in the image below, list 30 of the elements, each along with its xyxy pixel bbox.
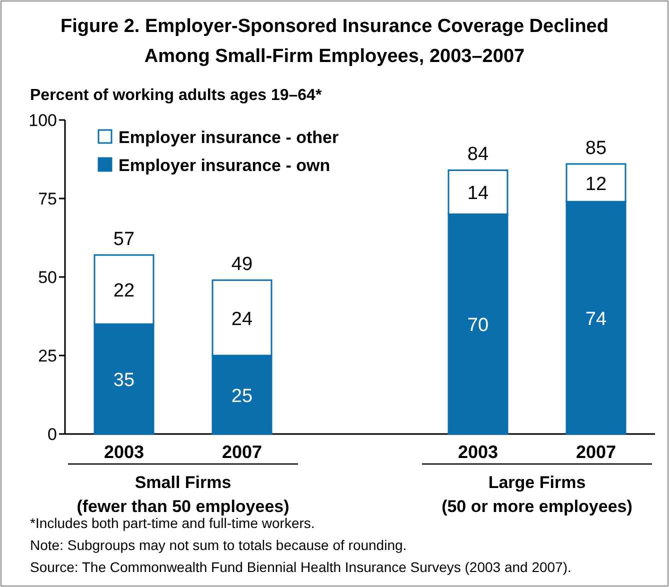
source-note: Source: The Commonwealth Fund Biennial Health Insurance Surveys (2003 and 2007). [30, 559, 572, 575]
data-label: 12 [585, 174, 607, 195]
text: Small Firms (fewer than 50 employees) [76, 473, 290, 516]
legend-label: Employer insurance - own [118, 156, 330, 175]
data-label: 74 [585, 308, 607, 330]
text: Large Firms (50 or more employees) [442, 473, 632, 516]
x-tick-label: 2007 [576, 442, 616, 462]
data-label: 70 [467, 315, 489, 336]
data-label: 35 [113, 370, 135, 392]
data-label: 25 [231, 386, 253, 407]
y-axis-title: Percent of working adults ages 19–64* [30, 87, 322, 104]
total-label: 84 [467, 144, 489, 166]
y-tick-label: 100 [28, 111, 57, 130]
data-label: 22 [113, 280, 135, 302]
total-label: 49 [231, 254, 253, 276]
chart-title: Figure 2. Employer-Sponsored Insurance Coverage Declined Among Small-Firm Employees, 2003–2007 [60, 16, 608, 67]
legend-label: Employer insurance - other [118, 128, 339, 147]
data-label: 14 [467, 183, 489, 204]
data-label: 24 [231, 308, 253, 330]
y-tick-label: 75 [38, 190, 57, 208]
total-label: 85 [585, 138, 607, 159]
x-tick-label: 2003 [458, 442, 498, 462]
text: Note: Subgroups may not sum to totals because of rounding. [30, 537, 407, 553]
y-tick-label: 50 [38, 268, 57, 287]
total-label: 57 [113, 229, 135, 250]
y-tick-label: 0 [48, 425, 57, 444]
x-tick-label: 2003 [104, 442, 144, 462]
text: *Includes both part-time and full-time workers. [30, 515, 315, 531]
x-tick-label: 2007 [222, 442, 262, 462]
y-tick-label: 25 [38, 346, 57, 366]
